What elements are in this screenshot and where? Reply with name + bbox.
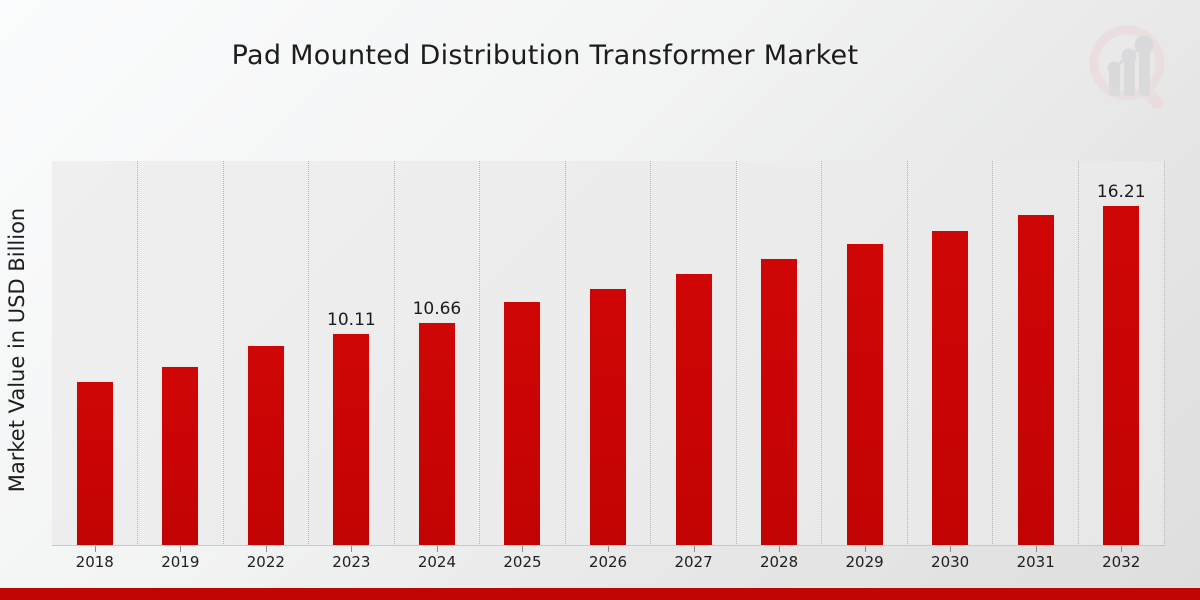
bar-value-label-2032: 16.21 xyxy=(1096,181,1146,202)
bar-2023[interactable] xyxy=(332,333,371,546)
gridline xyxy=(1163,161,1166,546)
trend-dots-icon xyxy=(1107,35,1154,75)
bar-2029[interactable] xyxy=(845,243,884,546)
bar-2026[interactable] xyxy=(589,288,627,546)
gridline xyxy=(308,161,310,546)
gridline xyxy=(1077,161,1080,546)
x-tick-label-2029: 2029 xyxy=(845,553,884,571)
gridline xyxy=(393,161,396,546)
bar-value-label-2023: 10.11 xyxy=(327,310,376,331)
tick-mark xyxy=(608,546,609,552)
gridline xyxy=(564,161,567,546)
gridline xyxy=(137,161,139,546)
gridline xyxy=(735,161,738,546)
y-axis-label: Market Value in USD Billion xyxy=(5,207,29,493)
gridline xyxy=(821,161,823,546)
gridline xyxy=(650,161,652,546)
tick-mark xyxy=(1035,546,1037,552)
x-tick-label-2019: 2019 xyxy=(161,553,200,571)
x-tick-label-2023: 2023 xyxy=(332,553,371,571)
x-tick-label-2030: 2030 xyxy=(931,553,970,571)
gridline xyxy=(222,161,225,546)
bar-2022[interactable] xyxy=(246,345,285,546)
tick-mark xyxy=(522,546,524,552)
bar-2025[interactable] xyxy=(503,300,542,546)
market-research-magnifier-logo xyxy=(1082,18,1182,118)
tick-mark xyxy=(180,546,182,552)
plot-area xyxy=(52,161,1166,546)
tick-mark xyxy=(693,546,695,552)
tick-mark xyxy=(265,546,267,552)
x-tick-label-2027: 2027 xyxy=(674,553,713,571)
x-tick-label-2018: 2018 xyxy=(75,553,114,571)
bar-2031[interactable] xyxy=(1016,213,1055,546)
tick-mark xyxy=(351,546,353,552)
tick-mark xyxy=(864,546,866,552)
bar-2030[interactable] xyxy=(931,230,970,546)
gridline xyxy=(479,161,481,546)
tick-mark xyxy=(950,546,952,552)
tick-mark xyxy=(1121,546,1123,552)
bar-chart-glyph-icon xyxy=(1109,48,1150,96)
gridline xyxy=(906,161,909,546)
tick-mark xyxy=(779,546,781,552)
gridline xyxy=(992,161,994,546)
footer-band xyxy=(0,588,1200,600)
x-axis-line xyxy=(52,545,1164,546)
bar-2024[interactable] xyxy=(417,321,456,546)
x-tick-label-2022: 2022 xyxy=(246,553,285,571)
x-tick-label-2024: 2024 xyxy=(417,553,457,571)
x-tick-label-2028: 2028 xyxy=(759,553,799,571)
x-tick-label-2031: 2031 xyxy=(1016,553,1055,571)
y-axis-label-container: Market Value in USD Billion xyxy=(0,150,34,550)
tick-mark xyxy=(94,546,96,552)
x-tick-label-2026: 2026 xyxy=(588,553,628,571)
bar-2028[interactable] xyxy=(760,257,799,546)
bar-2018[interactable] xyxy=(75,380,114,546)
chart-title: Pad Mounted Distribution Transformer Mar… xyxy=(231,40,859,71)
bar-2032[interactable] xyxy=(1102,204,1141,546)
x-tick-label-2025: 2025 xyxy=(503,553,542,571)
bar-value-label-2024: 10.66 xyxy=(412,298,462,319)
x-tick-label-2032: 2032 xyxy=(1102,553,1141,571)
bar-2019[interactable] xyxy=(161,366,200,546)
tick-mark xyxy=(436,546,438,552)
bar-2027[interactable] xyxy=(674,272,713,546)
